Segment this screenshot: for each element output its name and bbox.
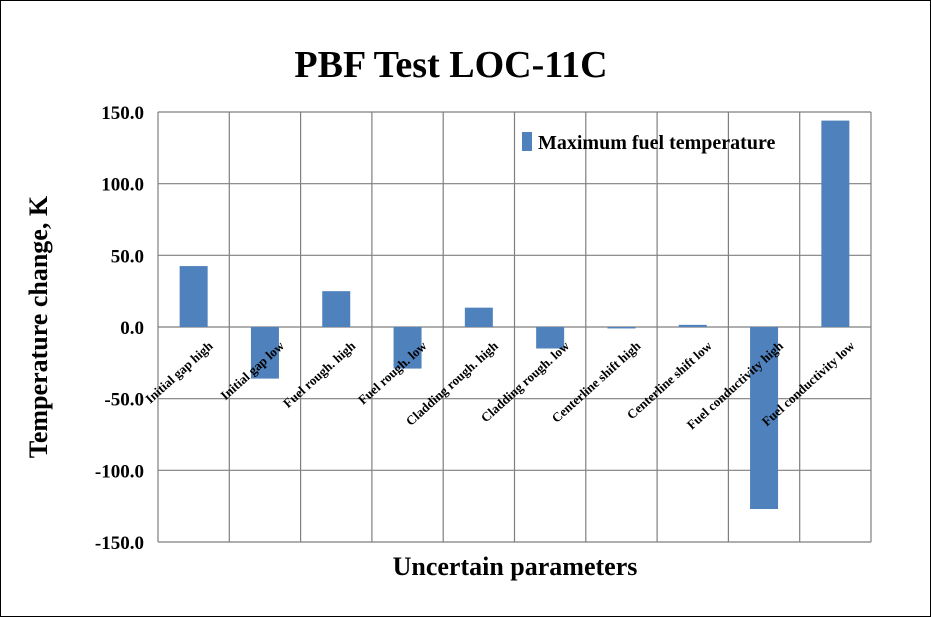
bar [678, 324, 707, 327]
y-tick-label: 150.0 [101, 103, 144, 124]
bar [536, 327, 565, 349]
legend: Maximum fuel temperature [522, 132, 775, 154]
bar [607, 327, 636, 329]
x-axis-title: Uncertain parameters [393, 552, 638, 581]
bar [322, 291, 351, 327]
bar [821, 120, 850, 327]
bar [464, 307, 493, 327]
y-tick-label: 100.0 [101, 175, 144, 196]
y-tick-label: -150.0 [95, 533, 144, 554]
category-label: Initial gap high [142, 338, 216, 407]
bars [179, 120, 850, 510]
bar [179, 266, 208, 327]
y-tick-label: -50.0 [104, 390, 144, 411]
y-tick-label: 0.0 [120, 318, 144, 339]
y-axis-title: Temperature change, K [24, 195, 53, 458]
grid-lines [157, 111, 872, 543]
bar [393, 327, 422, 369]
category-label: Fuel rough. low [355, 338, 430, 408]
y-tick-labels: 150.0 100.0 50.0 0.0 -50.0 -100.0 -150.0 [95, 103, 144, 554]
bar [250, 327, 279, 379]
y-tick-label: -100.0 [95, 461, 144, 482]
category-label: Fuel rough. high [280, 338, 359, 411]
legend-swatch [522, 132, 532, 151]
y-tick-label: 50.0 [111, 246, 144, 267]
bar [750, 327, 779, 510]
legend-label: Maximum fuel temperature [538, 132, 775, 154]
chart-title: PBF Test LOC-11C [294, 44, 607, 86]
